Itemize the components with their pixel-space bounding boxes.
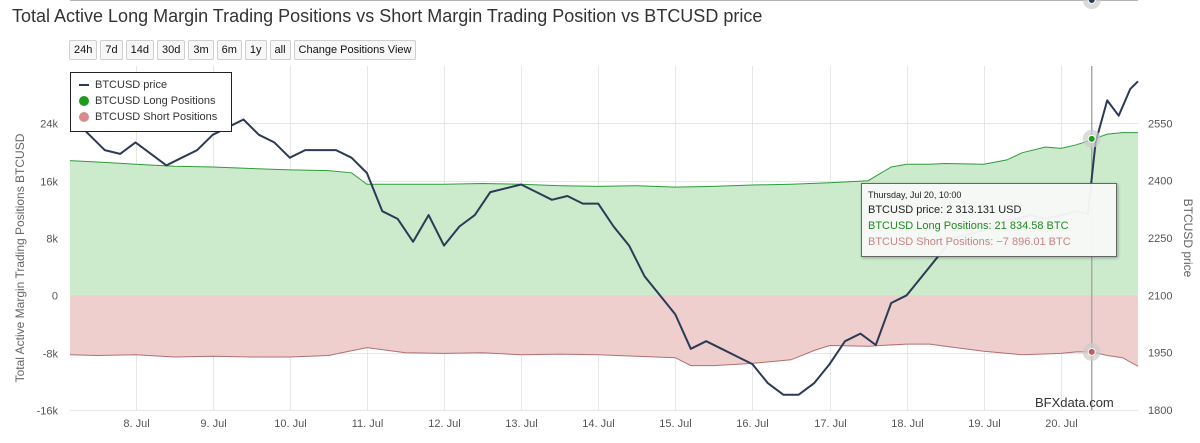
legend-short-label: BTCUSD Short Positions <box>95 111 218 123</box>
range-button-7d[interactable]: 7d <box>100 40 123 60</box>
legend-price-line-icon <box>79 84 89 87</box>
short-hover-marker <box>1087 347 1096 356</box>
range-button-3m[interactable]: 3m <box>188 40 214 60</box>
y-right-axis-title: BTCUSD price <box>1181 199 1195 278</box>
y-right-tick-label: 2550 <box>1148 118 1172 130</box>
tooltip-short: BTCUSD Short Positions: −7 896.01 BTC <box>868 236 1071 248</box>
range-button-14d[interactable]: 14d <box>125 40 154 60</box>
watermark: BFXdata.com <box>1035 395 1114 410</box>
range-button-all[interactable]: all <box>269 40 291 60</box>
range-button-30d[interactable]: 30d <box>156 40 186 60</box>
y-right-tick-label: 1950 <box>1148 348 1172 360</box>
chart-title: Total Active Long Margin Trading Positio… <box>12 6 763 26</box>
change-positions-view-button[interactable]: Change Positions View <box>293 40 417 60</box>
x-tick-label: 15. Jul <box>659 418 691 430</box>
y-right-tick-label: 2100 <box>1148 290 1172 302</box>
x-tick-label: 20. Jul <box>1045 418 1077 430</box>
legend-item-price[interactable]: BTCUSD price <box>79 77 167 93</box>
y-left-tick-label: -8k <box>43 349 59 361</box>
x-tick-label: 9. Jul <box>200 418 226 430</box>
range-button-1y[interactable]: 1y <box>244 40 267 60</box>
y-left-tick-label: 24k <box>40 119 58 131</box>
x-tick-label: 16. Jul <box>736 418 768 430</box>
tooltip-long: BTCUSD Long Positions: 21 834.58 BTC <box>868 220 1069 232</box>
x-tick-label: 14. Jul <box>582 418 614 430</box>
x-tick-label: 19. Jul <box>968 418 1000 430</box>
y-right-tick-label: 2400 <box>1148 176 1172 188</box>
legend-long-label: BTCUSD Long Positions <box>95 95 216 107</box>
y-left-tick-label: 0 <box>52 291 58 303</box>
range-button-6m[interactable]: 6m <box>216 40 242 60</box>
chart-legend: BTCUSD price BTCUSD Long Positions BTCUS… <box>70 72 232 132</box>
x-tick-label: 10. Jul <box>274 418 306 430</box>
tooltip-price: BTCUSD price: 2 313.131 USD <box>868 204 1022 216</box>
x-tick-label: 18. Jul <box>891 418 923 430</box>
price-hover-marker <box>1087 0 1096 4</box>
legend-short-dot-icon <box>79 112 89 123</box>
chart-tooltip: Thursday, Jul 20, 10:00 BTCUSD price: 2 … <box>861 183 1117 257</box>
long-hover-marker <box>1087 134 1096 143</box>
x-tick-label: 13. Jul <box>505 418 537 430</box>
x-tick-label: 17. Jul <box>814 418 846 430</box>
long-positions-line <box>69 132 1138 188</box>
y-right-tick-label: 2250 <box>1148 233 1172 245</box>
short-positions-line <box>69 343 1139 367</box>
legend-long-dot-icon <box>79 96 89 107</box>
y-right-tick-label: 1800 <box>1148 405 1172 417</box>
y-left-tick-label: 16k <box>40 177 58 189</box>
tooltip-date: Thursday, Jul 20, 10:00 <box>868 190 962 200</box>
range-selector: 24h 7d 14d 30d 3m 6m 1y all Change Posit… <box>69 40 417 60</box>
legend-price-label: BTCUSD price <box>95 79 168 91</box>
x-tick-label: 12. Jul <box>428 418 460 430</box>
legend-item-short[interactable]: BTCUSD Short Positions <box>79 109 217 125</box>
x-tick-label: 11. Jul <box>352 418 384 430</box>
range-button-24h[interactable]: 24h <box>69 40 98 60</box>
y-left-axis-title: Total Active Margin Trading Positions BT… <box>13 133 27 382</box>
y-left-tick-label: 8k <box>46 234 58 246</box>
price-hover-marker-halo <box>1082 0 1101 9</box>
x-tick-label: 8. Jul <box>123 418 149 430</box>
legend-item-long[interactable]: BTCUSD Long Positions <box>79 93 215 109</box>
y-left-tick-label: -16k <box>37 406 59 418</box>
short-positions-area <box>70 295 1138 367</box>
